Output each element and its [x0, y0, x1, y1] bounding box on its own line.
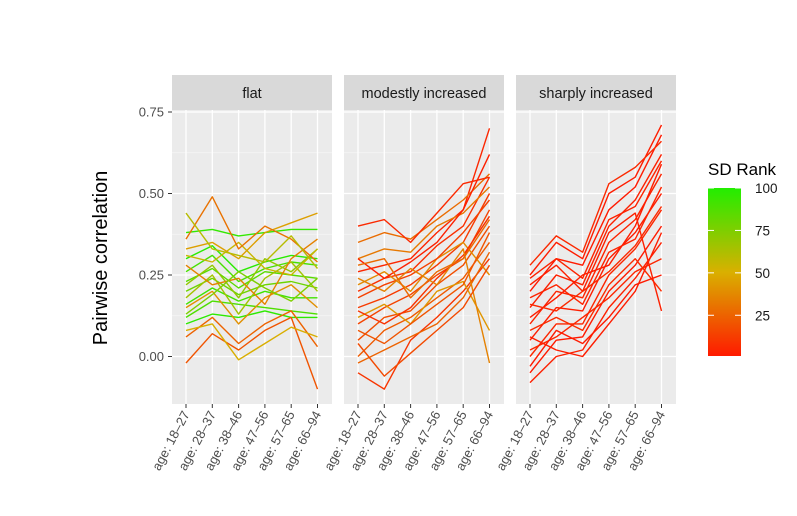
- legend-tick-label: 100: [755, 181, 778, 196]
- series-line: [529, 193, 663, 341]
- legend-colorbar: [708, 188, 741, 356]
- y-axis-tick-labels: 0.00 0.25 0.50 0.75: [139, 105, 172, 364]
- series-line: [185, 196, 318, 263]
- facet-strip-label: flat: [242, 86, 261, 102]
- series-line: [357, 154, 491, 279]
- series-line: [357, 258, 491, 390]
- series-line: [357, 176, 490, 244]
- legend-tick-label: 75: [755, 223, 770, 238]
- series-line: [357, 248, 491, 364]
- y-tick-label: 0.75: [139, 105, 164, 120]
- series-line: [357, 173, 490, 244]
- series-line: [529, 225, 663, 374]
- series-line: [357, 219, 491, 299]
- series-line: [185, 238, 318, 305]
- series-line: [185, 271, 318, 315]
- series-line: [529, 206, 663, 312]
- series-line: [529, 241, 663, 384]
- facet-strip: [172, 75, 332, 110]
- series-line: [185, 241, 318, 276]
- series-line: [529, 163, 663, 318]
- series-line: [529, 134, 663, 292]
- y-tick-label: 0.50: [139, 186, 164, 201]
- facet-strip-label: modestly increased: [362, 86, 487, 102]
- series-line: [357, 232, 491, 345]
- legend-title: SD Rank: [708, 160, 777, 179]
- series-line: [185, 277, 318, 296]
- legend-ticks: 25 50 75 100: [708, 181, 778, 323]
- series-line: [185, 310, 319, 348]
- series-line: [529, 258, 662, 351]
- series-line: [357, 199, 491, 299]
- legend-tick-label: 25: [755, 308, 770, 323]
- y-axis-title: Pairwise correlation: [90, 171, 112, 346]
- plot-background: [344, 110, 504, 404]
- series-line: [529, 212, 663, 312]
- series-line: [357, 215, 491, 325]
- facet-strip-label: sharply increased: [539, 86, 653, 102]
- y-tick-label: 0.25: [139, 268, 164, 283]
- series-line: [529, 140, 662, 266]
- series-line: [185, 212, 319, 269]
- series-line: [357, 176, 491, 292]
- facet-strip: [516, 75, 676, 110]
- series-line: [357, 251, 491, 364]
- series-line: [529, 160, 663, 279]
- series-line: [529, 209, 663, 357]
- series-line: [357, 186, 490, 260]
- series-line: [529, 124, 663, 276]
- legend-tick-label: 50: [755, 266, 770, 281]
- series-line: [185, 228, 318, 237]
- series-line: [185, 261, 319, 315]
- series-line: [529, 154, 663, 309]
- series-line: [185, 284, 318, 325]
- y-tick-label: 0.00: [139, 349, 164, 364]
- legend: SD Rank 25 50 75 100: [708, 160, 778, 356]
- series-line: [185, 300, 318, 318]
- facet-strip: [344, 75, 504, 110]
- series-line: [185, 323, 318, 361]
- series-line: [185, 254, 318, 283]
- series-line: [357, 264, 491, 377]
- series-line: [529, 232, 663, 358]
